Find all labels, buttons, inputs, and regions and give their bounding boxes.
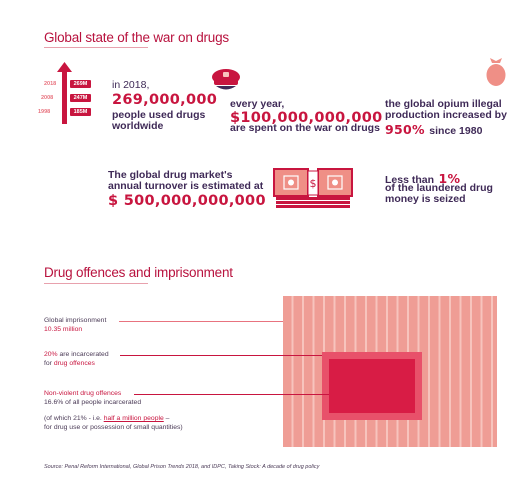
users-caption-2: worldwide (112, 120, 164, 132)
year-label: 2018 (44, 81, 57, 87)
drug-connector-line (120, 355, 322, 356)
users-caption-1: people used drugs (112, 109, 206, 121)
section-title-rule (44, 283, 148, 284)
opium-poppy-icon (486, 58, 506, 86)
seized-caption-1: of the laundered drug (385, 182, 493, 194)
nonviolent-detail-line1: (of which 21% - i.e. half a million peop… (44, 415, 169, 424)
opium-since: since 1980 (429, 125, 483, 137)
opium-caption-2: production increased by (385, 109, 507, 121)
seized-caption-2: money is seized (385, 193, 466, 205)
source-note: Source: Penal Reform International, Glob… (44, 464, 320, 470)
users-number: 269,000,000 (112, 92, 218, 108)
seized-line-1: Less than 1% (385, 170, 460, 188)
spend-intro: every year, (230, 98, 285, 110)
opium-percent-line: 950% since 1980 (385, 121, 482, 139)
drug-offences-text: are incarcerated (57, 351, 109, 358)
drug-offences-highlight: drug offences (53, 360, 95, 367)
svg-text:$: $ (310, 177, 317, 190)
section-title-war-on-drugs: Global state of the war on drugs (44, 30, 229, 45)
opium-caption-1: the global opium illegal (385, 98, 502, 110)
seized-percent: 1% (438, 171, 461, 186)
year-label: 1998 (38, 109, 51, 115)
seized-prefix: Less than (385, 174, 435, 186)
nonviolent-offences-block (329, 359, 415, 413)
global-imprisonment-value: 10.35 million (44, 326, 83, 333)
market-number: $ 500,000,000,000 (108, 193, 266, 209)
market-caption-1: The global drug market's (108, 169, 233, 181)
nonviolent-value-line: 16.6% of all people incarcerated (44, 399, 141, 408)
money-stack-icon: $ (273, 168, 353, 208)
drug-offences-label: 20% are incarcerated (44, 351, 109, 360)
section-title-drug-offences: Drug offences and imprisonment (44, 265, 233, 280)
users-years-chart: 2018 269M 2008 247M 1998 185M (36, 62, 106, 124)
section-title-rule (44, 47, 148, 48)
year-value-badge: 269M (70, 80, 91, 88)
police-cap-icon (212, 69, 240, 90)
detail-highlight: half a million people (103, 415, 164, 422)
drug-offences-line2: for drug offences (44, 360, 95, 369)
nonviolent-detail-line2: for drug use or possession of small quan… (44, 424, 183, 431)
drug-offences-pct: 20% (44, 351, 58, 358)
up-arrow-icon (57, 62, 72, 124)
year-value-badge: 247M (70, 94, 91, 102)
year-value-badge: 185M (70, 108, 91, 116)
global-connector-line (119, 321, 283, 322)
global-imprisonment-label: Global imprisonment (44, 317, 107, 324)
year-label: 2008 (41, 95, 54, 101)
detail-suffix: – (163, 415, 170, 422)
detail-prefix: (of which 21% - i.e. (44, 415, 104, 422)
drug-offences-for: for (44, 360, 54, 367)
users-intro: in 2018, (112, 79, 150, 91)
spend-number: $100,000,000,000 (230, 110, 383, 126)
spend-caption: are spent on the war on drugs (230, 122, 380, 134)
nonviolent-connector-line (134, 394, 329, 395)
opium-percent: 950% (385, 122, 425, 137)
nonviolent-rest: of all people incarcerated (63, 399, 142, 406)
nonviolent-value: 16.6% (44, 399, 64, 406)
market-caption-2: annual turnover is estimated at (108, 180, 264, 192)
nonviolent-label: Non-violent drug offences (44, 390, 122, 397)
